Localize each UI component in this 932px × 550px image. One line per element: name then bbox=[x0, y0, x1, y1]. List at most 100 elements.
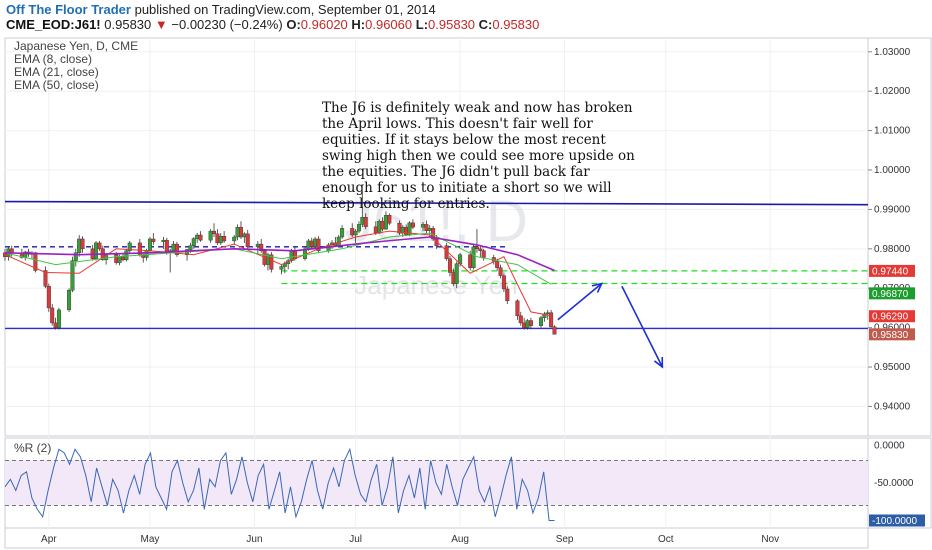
candle-body bbox=[259, 243, 264, 251]
annotation-line-3: equities. If it stays below the most rec… bbox=[322, 132, 606, 148]
price-badge bbox=[869, 310, 915, 323]
candle-body bbox=[53, 322, 58, 328]
candle-body bbox=[208, 230, 213, 241]
candle-body bbox=[292, 250, 297, 259]
price-tick-label: 0.95000 bbox=[874, 362, 911, 373]
ema-21-line bbox=[4, 232, 552, 285]
candle-body bbox=[33, 252, 38, 271]
candle-body bbox=[471, 246, 476, 268]
candle-body bbox=[242, 233, 247, 238]
candle-body bbox=[316, 238, 321, 251]
down-arrow-icon: ▼ bbox=[154, 17, 168, 32]
price-badge bbox=[869, 328, 915, 341]
candle-body bbox=[515, 300, 520, 317]
candle-body bbox=[171, 243, 176, 251]
candle-body bbox=[120, 256, 125, 261]
legend-ema-21: EMA (21, close) bbox=[14, 65, 99, 79]
candle-body bbox=[542, 313, 547, 318]
candle-body bbox=[447, 258, 452, 273]
price-tick-label: 1.00000 bbox=[874, 165, 911, 176]
grid bbox=[5, 38, 868, 528]
price-badge-label: 0.97440 bbox=[872, 266, 909, 277]
candle-body bbox=[424, 224, 429, 231]
candle-body bbox=[313, 238, 318, 248]
candle-body bbox=[377, 221, 382, 234]
candle-body bbox=[404, 226, 409, 235]
high-value: 0.96060 bbox=[365, 17, 413, 32]
legend: Japanese Yen, D, CME EMA (8, close) EMA … bbox=[14, 39, 138, 92]
arrow-up-icon bbox=[591, 282, 604, 293]
candle-body bbox=[454, 263, 459, 284]
candle-body bbox=[353, 230, 358, 236]
candle-body bbox=[43, 270, 48, 287]
candle-body bbox=[77, 238, 82, 253]
candle-body bbox=[451, 272, 456, 284]
legend-ema-8: EMA (8, close) bbox=[14, 52, 92, 66]
candle-body bbox=[279, 266, 284, 270]
oscillator-badge-label: -100.0000 bbox=[872, 516, 917, 527]
price-badge-label: 0.96870 bbox=[872, 289, 909, 300]
candle-body bbox=[56, 309, 61, 328]
candle-body bbox=[144, 250, 149, 258]
author-link[interactable]: Off The Floor Trader bbox=[6, 2, 131, 17]
x-tick-label: Jun bbox=[246, 534, 262, 545]
candle-body bbox=[518, 315, 523, 324]
candle-body bbox=[94, 242, 99, 259]
price-badge-label: 0.95830 bbox=[872, 330, 909, 341]
price-tick-label: 1.03000 bbox=[874, 47, 911, 58]
price-axis[interactable] bbox=[867, 37, 932, 437]
price-tick-label: 0.98000 bbox=[874, 244, 911, 255]
candle-body bbox=[67, 289, 72, 311]
candle-body bbox=[340, 228, 345, 238]
candle-body bbox=[164, 239, 169, 253]
candle-body bbox=[468, 254, 473, 268]
candle-body bbox=[360, 217, 365, 225]
candle-body bbox=[383, 215, 388, 230]
candle-body bbox=[195, 234, 200, 239]
x-tick-label: Oct bbox=[658, 534, 674, 545]
candle-body bbox=[552, 326, 557, 335]
oscillator-title: %R (2) bbox=[14, 441, 51, 455]
x-tick-label: Sep bbox=[556, 534, 574, 545]
oscillator-badge bbox=[869, 514, 925, 527]
low-value: 0.95830 bbox=[428, 17, 476, 32]
forecast-arrows[interactable] bbox=[557, 282, 664, 369]
candle-body bbox=[306, 240, 311, 250]
down-arrow-line bbox=[621, 285, 664, 368]
candle-body bbox=[380, 221, 385, 230]
annotation-line-7: keep looking for entries. bbox=[322, 196, 490, 212]
williams-r-oscillator: %R (2) 0.0000 -50.0000 -100.0000 bbox=[4, 441, 925, 527]
annotation-line-4: swing high then we could see more upside… bbox=[322, 148, 635, 164]
candle-body bbox=[528, 320, 533, 326]
chart-canvas[interactable]: J61!, D Japanese Yen Japanese Yen, D, CM… bbox=[0, 36, 932, 550]
candle-body bbox=[127, 242, 132, 251]
annotation-line-6: enough for us to initiate a short so we … bbox=[322, 180, 612, 196]
candle-body bbox=[481, 250, 486, 258]
candle-body bbox=[495, 261, 500, 268]
price-badge bbox=[869, 264, 915, 277]
level-lines[interactable] bbox=[4, 200, 869, 330]
price-badges: 0.97440 0.96870 0.96290 0.95830 bbox=[869, 264, 915, 341]
candle-body bbox=[255, 243, 260, 248]
candle-body bbox=[501, 275, 506, 290]
published-text: published on TradingView.com, September … bbox=[134, 2, 436, 17]
x-ticks: Apr May Jun Jul Aug Sep Oct Nov bbox=[41, 534, 779, 545]
ema-8-line bbox=[4, 230, 552, 317]
ohlc-line: CME_EOD:J61! 0.95830 ▼ −0.00230 (−0.24%)… bbox=[6, 17, 539, 32]
x-tick-label: Nov bbox=[761, 534, 779, 545]
candle-body bbox=[373, 226, 378, 234]
price-change: −0.00230 (−0.24%) bbox=[171, 17, 283, 32]
candle-body bbox=[410, 222, 415, 228]
price-badge-label: 0.96290 bbox=[872, 312, 909, 323]
candle-body bbox=[232, 236, 237, 242]
candle-body bbox=[117, 256, 122, 263]
high-label: H: bbox=[351, 17, 366, 32]
annotation-line-1: The J6 is definitely weak and now has br… bbox=[322, 100, 633, 116]
candle-body bbox=[363, 217, 368, 227]
annotation-note[interactable]: The J6 is definitely weak and now has br… bbox=[322, 100, 635, 212]
price-tick-label: 1.01000 bbox=[874, 126, 911, 137]
ema-50-line bbox=[4, 236, 555, 272]
time-axis bbox=[4, 527, 869, 549]
candle-body bbox=[147, 238, 152, 251]
symbol-label: CME_EOD:J61! bbox=[6, 17, 101, 32]
